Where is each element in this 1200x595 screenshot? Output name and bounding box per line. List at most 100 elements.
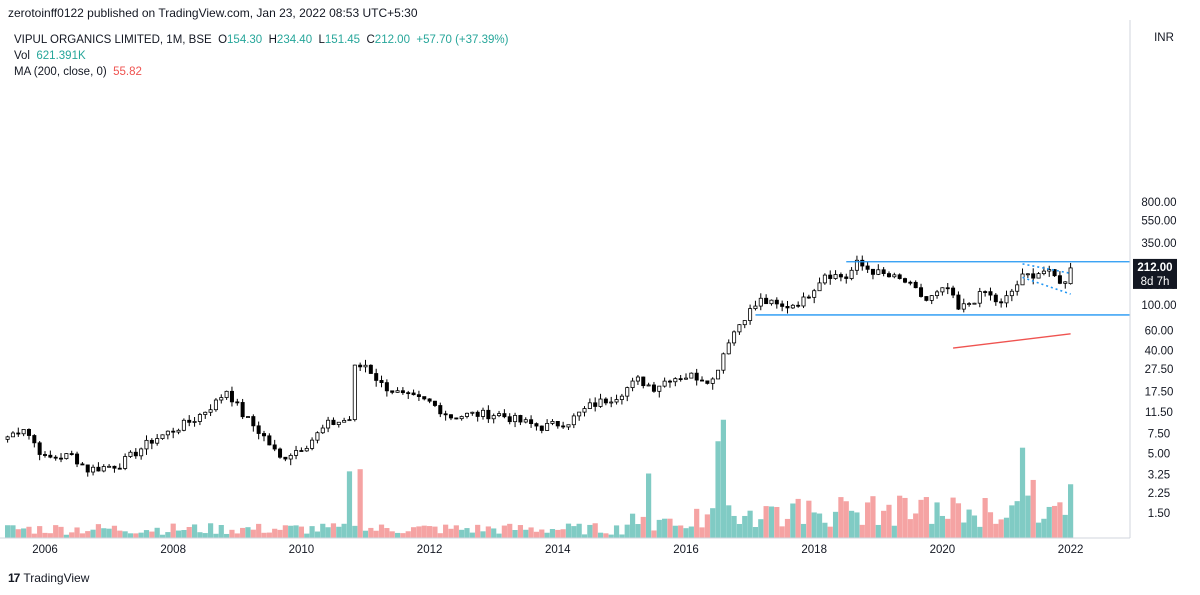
volume-value: 621.391K <box>36 50 86 62</box>
volume-bar <box>961 522 967 538</box>
volume-bar <box>336 526 342 538</box>
high-label: H <box>268 34 277 46</box>
candle-body <box>534 423 539 427</box>
candle-body <box>411 392 416 396</box>
candle-body <box>481 409 486 417</box>
volume-bar <box>747 510 753 538</box>
price-axis[interactable]: 800.00550.00350.00220.00150.00100.0060.0… <box>1141 197 1176 520</box>
volume-bar <box>416 526 422 538</box>
candle-body <box>561 425 566 428</box>
candle-body <box>769 299 774 305</box>
volume-bar <box>822 522 828 538</box>
volume-bar <box>181 530 187 538</box>
candle-body <box>464 412 469 417</box>
currency-label[interactable]: INR <box>1154 32 1174 44</box>
volume-bar <box>608 534 614 538</box>
close-value: 212.00 <box>374 34 410 46</box>
volume-bar <box>1019 447 1026 538</box>
candle-body <box>935 291 940 297</box>
volume-bar <box>1062 514 1068 538</box>
candle-body <box>710 378 715 384</box>
volume-bar <box>539 529 545 538</box>
volume-bar <box>31 533 37 538</box>
volume-bar <box>662 518 668 538</box>
candle-body <box>64 453 69 460</box>
candle-body <box>908 281 913 284</box>
candle-body <box>876 269 881 275</box>
candle-body <box>742 320 747 326</box>
candle-body <box>278 448 283 458</box>
volume-bar <box>266 532 272 538</box>
volume-bar <box>111 525 118 538</box>
volume-bar <box>549 528 556 538</box>
legend-volume-row[interactable]: Vol 621.391K <box>14 48 508 64</box>
volume-bar <box>197 532 203 538</box>
candle-body <box>854 259 859 271</box>
candle-body <box>197 414 202 422</box>
candle-body <box>117 467 122 470</box>
volume-bar <box>886 504 892 538</box>
candle-body <box>886 273 891 278</box>
volume-bar <box>10 525 16 538</box>
time-axis[interactable]: 2006 2008 2010 2012 2014 2016 2018 2020 2022 <box>32 544 1083 556</box>
candle-body <box>523 419 528 423</box>
symbol-name[interactable]: VIPUL ORGANICS LIMITED, 1M, BSE <box>14 34 212 46</box>
volume-bar <box>405 531 411 538</box>
candle-body <box>945 287 950 290</box>
volume-bar <box>122 531 128 538</box>
volume-bar <box>667 518 673 538</box>
y-tick-label: 7.50 <box>1148 428 1170 440</box>
volume-bar <box>688 526 694 538</box>
y-tick-label: 100.00 <box>1141 300 1176 312</box>
volume-bar <box>800 523 807 538</box>
candle-body <box>229 390 234 403</box>
volume-bar <box>69 532 75 538</box>
volume-bar <box>603 533 609 538</box>
candle-body <box>593 402 598 407</box>
candle-body <box>37 442 42 455</box>
volume-bar <box>224 533 230 538</box>
candle-body <box>416 394 421 397</box>
candle-body <box>96 466 101 472</box>
legend-ma-row[interactable]: MA (200, close, 0) 55.82 <box>14 64 508 80</box>
candle-body <box>753 305 758 310</box>
volume-bar <box>955 503 962 538</box>
candle-body <box>726 342 731 355</box>
volume-bar <box>640 516 646 538</box>
candle-body <box>967 303 972 305</box>
candle-body <box>956 294 961 310</box>
tradingview-footer[interactable]: 17 TradingView <box>8 571 89 585</box>
candle-body <box>571 415 576 426</box>
volume-bar <box>133 533 139 538</box>
candle-body <box>694 372 699 381</box>
candle-body <box>860 259 865 267</box>
candle-body <box>448 414 453 419</box>
volume-bar <box>272 528 278 538</box>
candle-body <box>422 396 427 400</box>
volume-bar <box>1068 484 1074 538</box>
candle-body <box>352 364 357 421</box>
ma-value: 55.82 <box>113 66 142 78</box>
candle-body <box>283 456 288 460</box>
y-tick-label: 550.00 <box>1141 216 1176 228</box>
y-tick-label: 3.25 <box>1148 470 1170 482</box>
volume-bar <box>53 525 59 538</box>
candle-body <box>203 411 208 415</box>
candle-body <box>833 274 838 279</box>
candle-body <box>1036 273 1041 279</box>
candle-body <box>454 417 459 420</box>
low-value: 151.45 <box>324 34 361 46</box>
candle-body <box>507 416 512 423</box>
candle-body <box>545 423 550 431</box>
volume-bar <box>694 508 700 538</box>
volume-bar <box>58 526 64 538</box>
volume-bar <box>368 527 374 538</box>
candle-body <box>603 398 608 404</box>
channel-line <box>1022 276 1071 295</box>
volume-bar <box>843 501 849 538</box>
volume-bar <box>261 532 267 538</box>
current-price-badge <box>1133 258 1177 289</box>
candle-body <box>844 276 849 279</box>
candle-body <box>358 364 363 368</box>
